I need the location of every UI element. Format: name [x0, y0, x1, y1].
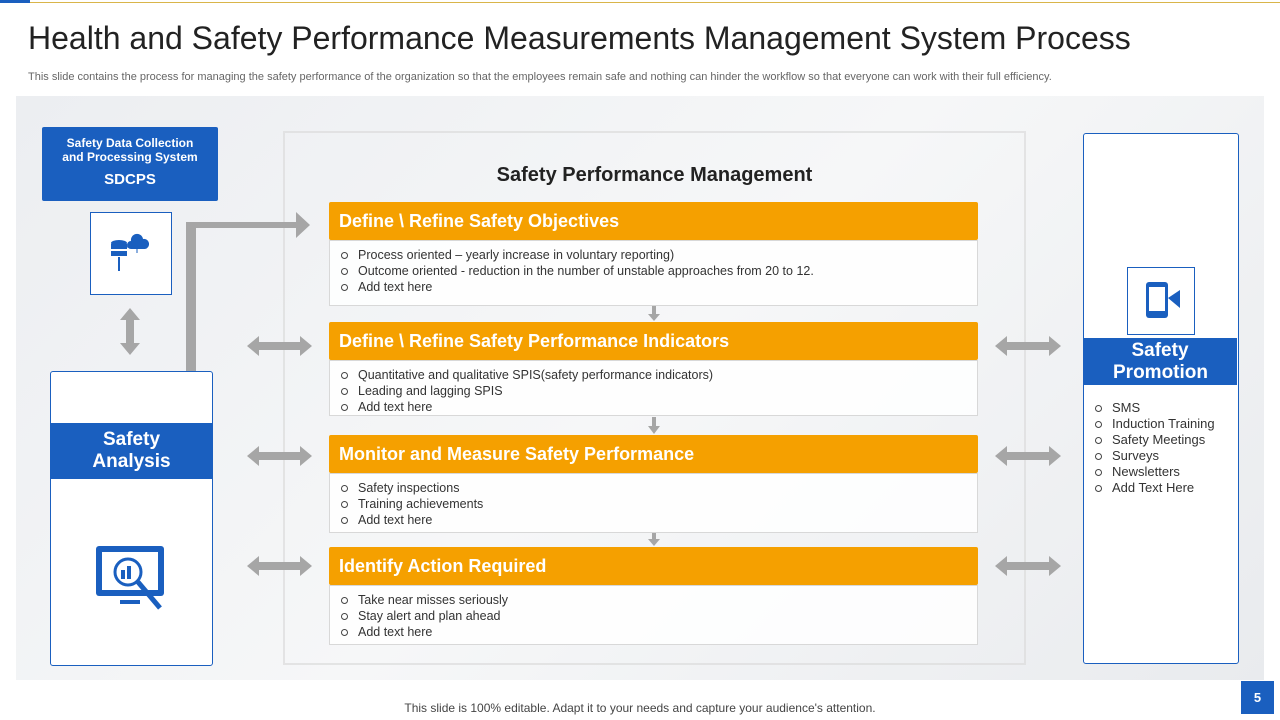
step-list: Quantitative and qualitative SPIS(safety… — [330, 367, 977, 415]
promotion-item: Add Text Here — [1084, 480, 1224, 496]
page-number: 5 — [1241, 681, 1274, 714]
promotion-item: Induction Training — [1084, 416, 1224, 432]
box-title: Safety Data Collection and Processing Sy… — [62, 136, 198, 164]
step-item: Training achievements — [330, 496, 977, 512]
promotion-item: SMS — [1084, 400, 1224, 416]
center-frame — [283, 131, 1026, 665]
promotion-title: Safety Promotion — [1083, 338, 1237, 385]
data-icon — [111, 233, 150, 271]
analysis-icon — [96, 546, 164, 610]
accent — [0, 0, 30, 3]
step-body: Process oriented – yearly increase in vo… — [329, 240, 978, 306]
step-item: Safety inspections — [330, 480, 977, 496]
center-heading: Safety Performance Management — [496, 164, 813, 186]
analysis-panel — [50, 371, 213, 666]
sdcps-box: Safety Data Collection and Processing Sy… — [42, 127, 218, 201]
promotion-panel — [1083, 133, 1239, 664]
promotion-item: Surveys — [1084, 448, 1224, 464]
icon-box — [90, 212, 172, 295]
step-item: Stay alert and plan ahead — [330, 608, 977, 624]
subtitle: This slide contains the process for mana… — [28, 71, 1052, 83]
step-title: Define \ Refine Safety Performance Indic… — [329, 322, 978, 360]
step-title: Define \ Refine Safety Objectives — [329, 202, 978, 240]
title: Health and Safety Performance Measuremen… — [28, 20, 1131, 56]
phone-icon — [1146, 282, 1180, 318]
step-list: Take near misses seriously Stay alert and… — [330, 592, 977, 640]
step-item: Process oriented – yearly increase in vo… — [330, 247, 977, 263]
box-code: SDCPS — [104, 171, 156, 188]
step-list: Safety inspections Training achievements A… — [330, 480, 977, 528]
promotion-list: SMS Induction Training Safety Meetings Surv… — [1084, 400, 1224, 496]
step-body: Safety inspections Training achievements A… — [329, 473, 978, 533]
step-title: Identify Action Required — [329, 547, 978, 585]
step-item: Quantitative and qualitative SPIS(safety… — [330, 367, 977, 383]
step-body: Quantitative and qualitative SPIS(safety… — [329, 360, 978, 416]
analysis-title: Safety Analysis — [50, 423, 213, 479]
step-title: Monitor and Measure Safety Performance — [329, 435, 978, 473]
top-rule — [30, 2, 1280, 3]
promotion-icon-box — [1127, 267, 1195, 335]
step-item: Add text here — [330, 399, 977, 415]
step-item: Leading and lagging SPIS — [330, 383, 977, 399]
step-body: Take near misses seriously Stay alert and… — [329, 585, 978, 645]
step-item: Add text here — [330, 279, 977, 295]
footer: This slide is 100% editable. Adapt it to… — [404, 701, 876, 715]
step-list: Process oriented – yearly increase in vo… — [330, 247, 977, 295]
step-item: Add text here — [330, 624, 977, 640]
promotion-item: Safety Meetings — [1084, 432, 1224, 448]
step-item: Outcome oriented - reduction in the numb… — [330, 263, 977, 279]
promotion-item: Newsletters — [1084, 464, 1224, 480]
step-item: Take near misses seriously — [330, 592, 977, 608]
step-item: Add text here — [330, 512, 977, 528]
